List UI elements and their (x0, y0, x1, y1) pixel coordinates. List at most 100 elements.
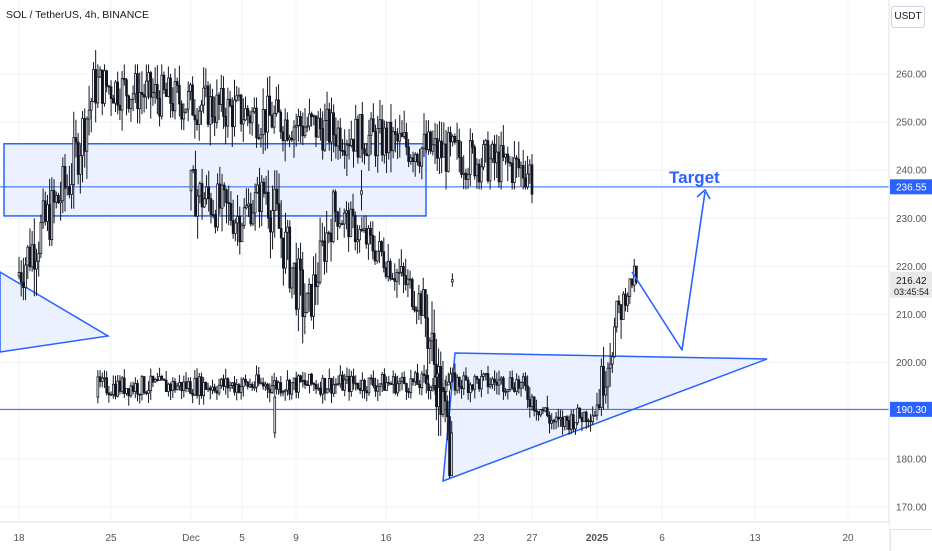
candle-body (371, 234, 375, 252)
candle-body (207, 186, 211, 200)
candle-body (591, 415, 594, 423)
time-tick-label: 16 (380, 533, 392, 544)
candle-body (424, 375, 428, 385)
candle-body (202, 381, 205, 397)
candle-body (488, 384, 492, 388)
candle-body (608, 363, 612, 369)
candle-body (451, 135, 454, 143)
candle-body (532, 396, 536, 411)
candle-body (191, 393, 194, 396)
candle-body (312, 383, 316, 385)
projection-path[interactable] (631, 191, 706, 351)
candle-body (253, 107, 256, 113)
candle-body (63, 166, 67, 189)
candle-body (510, 377, 514, 389)
candle-body (444, 143, 448, 172)
price-level-label: 190.30 (896, 405, 927, 416)
candle-body (116, 380, 119, 397)
candle-body (433, 138, 437, 146)
time-tick-label: 20 (842, 533, 854, 544)
candle-body (600, 365, 603, 408)
candle-body (416, 372, 419, 385)
candle-body (96, 376, 100, 398)
currency-unit-button[interactable]: USDT (891, 6, 925, 28)
candle-body (369, 118, 373, 136)
candle-body (327, 108, 331, 143)
candle-body (214, 214, 217, 228)
candle-body (321, 128, 324, 151)
candle-body (407, 146, 410, 162)
candle-body (227, 202, 230, 204)
candle-body (226, 98, 230, 127)
candle-body (552, 420, 556, 423)
candle-body (83, 118, 87, 152)
candle-body (290, 267, 294, 289)
time-tick-label: 5 (239, 533, 245, 544)
candle-body (147, 72, 150, 82)
candle-body (76, 141, 80, 175)
candle-body (502, 145, 505, 158)
candle-body (524, 376, 527, 387)
candle-body (275, 99, 278, 114)
candle-body (219, 378, 223, 386)
candle-body (480, 166, 483, 183)
bar-countdown: 03:45:54 (894, 287, 929, 297)
candle-body (508, 161, 512, 164)
candle-body (396, 383, 399, 394)
candle-body (550, 420, 554, 424)
candle-body (242, 378, 245, 388)
candle-body (111, 383, 115, 395)
candle-body (325, 232, 328, 262)
candle-body (336, 211, 339, 227)
candle-body (521, 165, 525, 179)
candle-body (173, 81, 177, 112)
candle-body (391, 376, 395, 385)
candle-body (109, 394, 113, 396)
triangle-pattern-right[interactable] (442, 352, 768, 483)
candle-body (429, 386, 432, 391)
candle-body (103, 377, 106, 380)
triangle-pattern-left[interactable] (0, 271, 111, 353)
candle-body (495, 381, 499, 386)
candle-body (418, 161, 421, 167)
price-tick-label: 260.00 (896, 70, 927, 81)
candle-body (411, 157, 415, 162)
candle-body (473, 146, 477, 177)
candle-body (215, 390, 219, 394)
time-tick-label: 13 (749, 533, 761, 544)
candle-body (171, 103, 175, 112)
candle-body (353, 215, 357, 243)
candle-body (200, 376, 203, 397)
candle-body (120, 77, 124, 111)
candle-body (235, 384, 239, 393)
candle-body (123, 377, 126, 394)
candle-body (28, 246, 32, 268)
candle-body (307, 283, 311, 294)
candle-body (449, 132, 452, 143)
candle-body (19, 272, 23, 283)
candle-body (508, 377, 512, 390)
candle-body (578, 407, 582, 418)
candle-body (475, 163, 479, 177)
candle-body (431, 385, 435, 388)
candle-body (367, 227, 370, 245)
candle-body (134, 73, 137, 95)
candle-body (395, 271, 399, 282)
candle-body (374, 385, 377, 392)
time-axis[interactable] (0, 522, 889, 550)
candle-body (193, 114, 197, 121)
candle-body (270, 114, 274, 128)
candle-body (486, 373, 490, 388)
grid (0, 0, 889, 522)
candle-body (364, 228, 368, 245)
candle-body (495, 151, 499, 164)
candle-body (215, 94, 219, 123)
candle-body (256, 184, 259, 194)
candle-body (378, 241, 381, 252)
candle-body (400, 266, 403, 273)
candle-body (580, 416, 584, 422)
candle-body (125, 388, 128, 394)
candle-body (290, 137, 294, 141)
candle-body (303, 312, 307, 317)
